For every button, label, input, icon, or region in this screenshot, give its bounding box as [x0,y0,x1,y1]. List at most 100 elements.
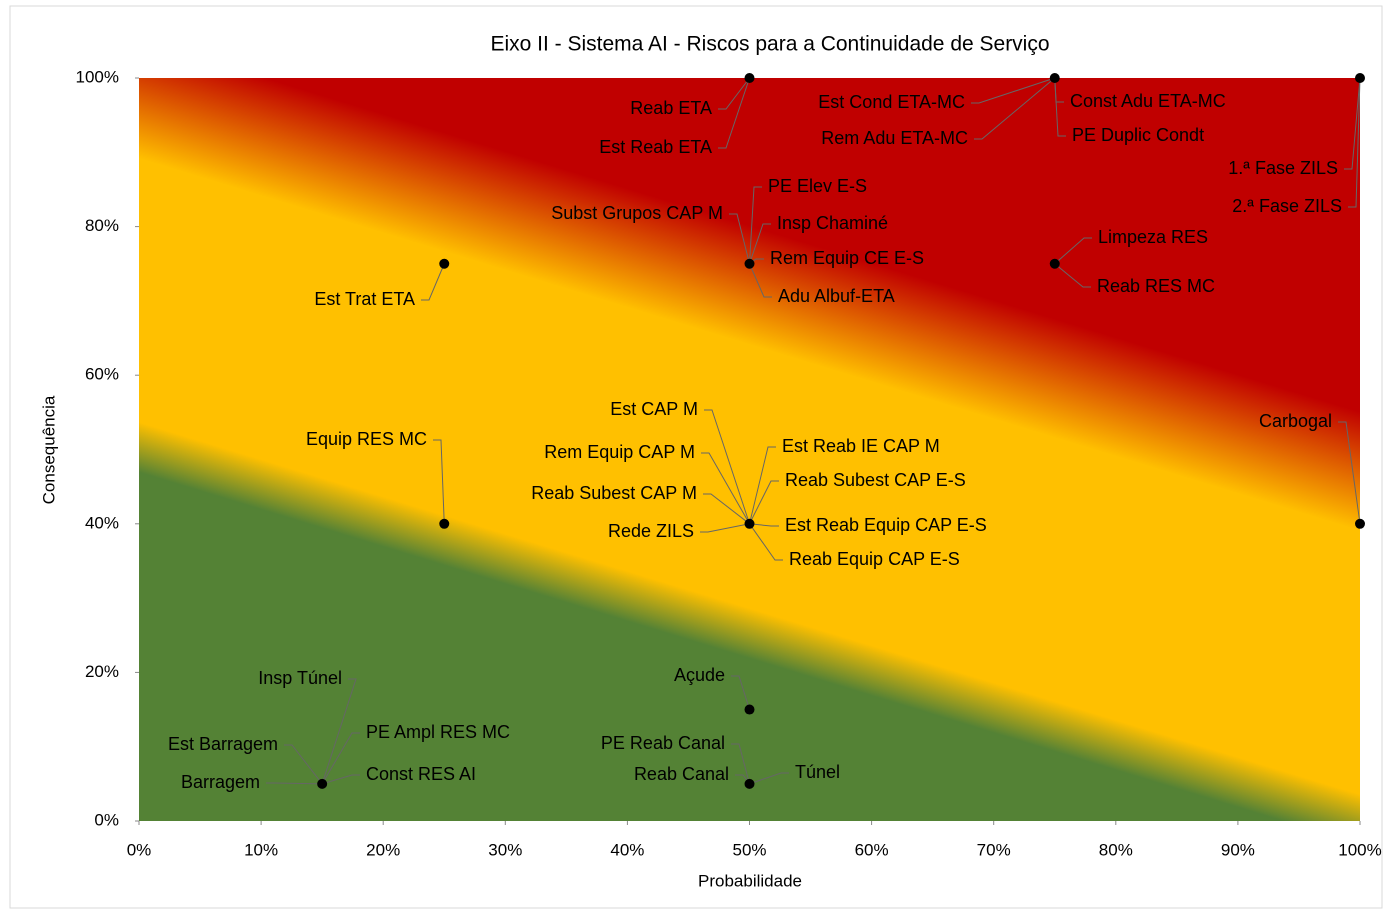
point-label: PE Reab Canal [601,733,725,753]
point-label: Est Trat ETA [314,289,415,309]
leader-line [971,77,1055,104]
leader-line [322,774,360,785]
leader-line [749,523,779,527]
x-tick-label: 60% [855,840,889,859]
leader-line [749,263,772,298]
point-label: Reab Subest CAP E-S [785,470,966,490]
y-tick-label: 0% [94,810,119,829]
y-tick-label: 60% [85,365,119,384]
point-label: Const RES AI [366,764,476,784]
point-label: Carbogal [1259,411,1332,431]
leader-line [433,439,445,524]
point [744,73,755,83]
point-label: Barragem [181,772,260,792]
point-label: 2.ª Fase ZILS [1232,196,1342,216]
leader-line [1348,77,1361,208]
x-tick-label: 100% [1338,840,1381,859]
leader-line [284,744,323,785]
point-label: PE Elev E-S [768,176,867,196]
point [317,778,328,789]
x-tick-label: 70% [977,840,1011,859]
point [1355,518,1365,529]
point-label: 1.ª Fase ZILS [1228,158,1338,178]
leader-line [266,782,323,785]
point-label: Insp Túnel [258,668,342,688]
leader-line [1344,77,1361,170]
leader-line [703,493,750,525]
x-tick-label: 90% [1221,840,1255,859]
leader-line [700,523,750,533]
frame [9,5,1383,909]
leader-line [731,675,750,710]
point-label: Rede ZILS [608,521,694,541]
point-label: Reab Equip CAP E-S [789,549,960,569]
chart-title: Eixo II - Sistema AI - Riscos para a Con… [490,33,1049,56]
x-tick-label: 40% [610,840,644,859]
point [744,258,755,269]
point [744,778,755,789]
point [1049,258,1060,269]
point-label: Túnel [795,762,840,782]
leader-line [718,77,750,149]
leader-line [321,678,357,785]
y-axis-label: Consequência [39,395,58,504]
y-tick-label: 80% [85,216,119,235]
plot-area [139,78,1360,821]
point-label: Rem Equip CAP M [544,442,695,462]
leader-line [1054,237,1092,265]
point-label: Est Reab Equip CAP E-S [785,515,987,535]
leader-line [749,223,771,264]
point-label: Reab Canal [634,764,729,784]
x-tick-label: 0% [127,840,152,859]
x-axis-label: Probabilidade [698,871,802,890]
y-tick-label: 20% [85,662,119,681]
x-tick-label: 80% [1099,840,1133,859]
leader-line [749,446,776,524]
x-tick-label: 50% [732,840,766,859]
leader-line [1338,421,1361,524]
point-label: Rem Equip CE E-S [770,248,924,268]
point [439,258,450,269]
x-tick-label: 10% [244,840,278,859]
point-label: PE Ampl RES MC [366,722,510,742]
leader-line [701,452,750,525]
point-label: Est Cond ETA-MC [818,92,965,112]
leader-line [749,186,762,264]
point-label: Est Reab IE CAP M [782,436,940,456]
y-tick-label: 40% [85,513,119,532]
point [1355,73,1365,83]
leader-line [1054,77,1066,137]
leader-line [749,523,783,561]
point-label: Reab ETA [630,98,712,118]
point-label: Est CAP M [610,399,698,419]
y-tick-label: 100% [76,67,119,86]
point-label: PE Duplic Condt [1072,125,1204,145]
point-label: Açude [674,665,725,685]
point-label: Equip RES MC [306,429,427,449]
point-label: Insp Chaminé [777,213,888,233]
leader-line [974,77,1056,140]
leader-line [749,772,789,785]
point-label: Reab Subest CAP M [531,483,697,503]
leader-line [1054,263,1091,288]
leader-line [421,263,445,301]
point-label: Rem Adu ETA-MC [821,128,968,148]
leader-line [729,213,750,264]
point-label: Est Barragem [168,734,278,754]
point-label: Est Reab ETA [599,137,712,157]
leader-line [731,743,750,784]
point [744,518,755,529]
point [744,704,755,715]
point-label: Adu Albuf-ETA [778,286,895,306]
x-tick-label: 30% [488,840,522,859]
point-label: Limpeza RES [1098,227,1208,247]
point [439,518,450,529]
leader-line [749,480,779,525]
point-label: Reab RES MC [1097,276,1215,296]
x-tick-label: 20% [366,840,400,859]
point [1049,73,1060,83]
leader-line [704,409,750,524]
leader-line [718,77,750,110]
leader-line [321,732,360,785]
